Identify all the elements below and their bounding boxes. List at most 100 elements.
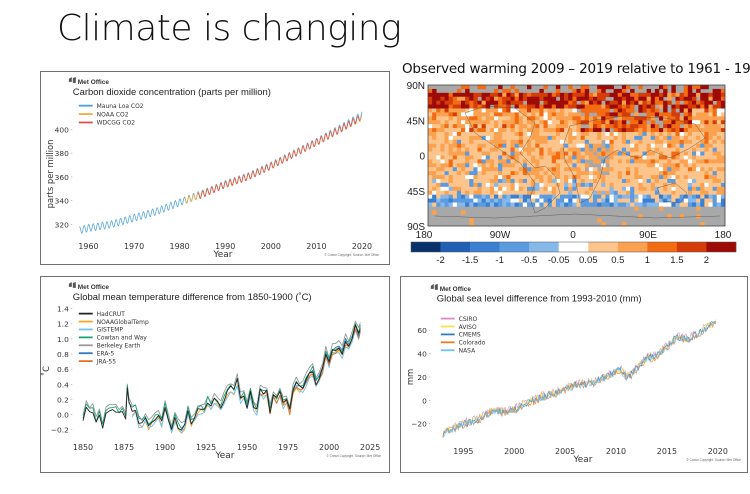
y-tick-label: −20 [411, 420, 427, 429]
grid-cell [692, 124, 697, 129]
colorbar-segment [411, 242, 441, 252]
grid-cell [543, 198, 548, 203]
grid-cell [547, 112, 553, 117]
grid-cell [712, 163, 718, 168]
grid-cell [580, 190, 586, 195]
grid-cell [452, 147, 458, 152]
grid-cell [481, 190, 487, 195]
grid-cell [498, 182, 503, 188]
grid-cell [642, 147, 647, 152]
grid-cell [626, 104, 631, 109]
grid-cell [494, 143, 499, 148]
grid-cell [535, 120, 540, 125]
grid-cell [659, 100, 664, 105]
grid-cell [597, 151, 602, 156]
grid-cell [527, 147, 532, 152]
grid-cell [502, 139, 507, 145]
grid-cell [560, 135, 565, 141]
grid-cell [650, 202, 656, 207]
grid-cell [543, 92, 548, 98]
grid-cell [564, 175, 569, 180]
grid-cell [506, 112, 511, 117]
grid-cell [461, 175, 466, 180]
grid-cell [547, 175, 553, 180]
grid-cell [522, 194, 528, 199]
grid-cell [461, 104, 466, 109]
grid-cell [452, 175, 458, 180]
grid-cell [452, 155, 458, 160]
grid-cell [531, 100, 536, 105]
met-office-logo: Met Office [68, 76, 109, 86]
grid-cell [675, 135, 680, 141]
grid-cell [593, 135, 598, 141]
grid-cell [555, 155, 561, 160]
grid-cell [696, 190, 701, 195]
grid-cell [576, 147, 581, 152]
grid-cell [687, 186, 693, 192]
grid-cell [547, 190, 553, 195]
grid-cell [700, 92, 705, 98]
grid-cell [605, 182, 610, 188]
grid-cell [687, 108, 693, 113]
grid-cell [597, 143, 602, 148]
grid-cell [502, 132, 507, 137]
grid-cell [485, 186, 491, 192]
grid-cell [576, 92, 581, 98]
grid-cell [444, 139, 449, 145]
grid-cell [687, 171, 693, 176]
grid-cell [543, 120, 548, 125]
grid-cell [638, 96, 643, 101]
grid-cell [605, 179, 610, 184]
grid-cell [436, 186, 441, 192]
grid-cell [630, 104, 635, 109]
grid-cell [630, 124, 635, 129]
grid-cell [564, 108, 569, 113]
grid-cell [506, 143, 511, 148]
grid-cell [700, 143, 705, 148]
grid-cell [593, 194, 598, 199]
grid-cell [621, 202, 627, 207]
x-tick-label: 1980 [170, 242, 190, 251]
legend-label: HadCRUT [97, 311, 126, 318]
grid-cell [621, 112, 627, 117]
grid-cell [642, 167, 647, 172]
grid-cell [692, 190, 697, 195]
grid-cell [650, 167, 656, 172]
grid-cell [498, 108, 503, 113]
grid-cell [514, 112, 520, 117]
grid-cell [564, 190, 569, 195]
grid-cell [428, 120, 433, 125]
grid-cell [593, 120, 598, 125]
grid-cell [522, 186, 528, 192]
grid-cell [485, 147, 491, 152]
grid-cell [626, 171, 631, 176]
grid-cell [461, 198, 466, 203]
grid-cell [675, 179, 680, 184]
x-tick-label: 1950 [237, 443, 257, 452]
grid-cell [527, 100, 532, 105]
grid-cell [626, 163, 631, 168]
grid-cell [646, 135, 652, 141]
grid-cell [568, 139, 573, 145]
grid-cell [448, 147, 454, 152]
grid-cell [696, 100, 701, 105]
grid-cell [494, 92, 499, 98]
grid-cell [692, 147, 697, 152]
grid-cell [543, 104, 548, 109]
grid-cell [473, 175, 478, 180]
grid-cell [506, 116, 511, 121]
grid-cell [539, 163, 544, 168]
grid-cell [489, 132, 495, 137]
grid-cell [440, 116, 445, 121]
grid-cell [518, 171, 524, 176]
grid-cell [609, 175, 614, 180]
grid-cell [617, 135, 623, 141]
grid-cell [436, 198, 441, 203]
grid-cell [712, 198, 718, 203]
grid-cell [564, 132, 569, 137]
grid-cell [555, 159, 561, 164]
grid-cell [502, 179, 507, 184]
grid-cell [502, 190, 507, 195]
grid-cell [477, 179, 482, 184]
lon-label: 0 [570, 230, 576, 241]
